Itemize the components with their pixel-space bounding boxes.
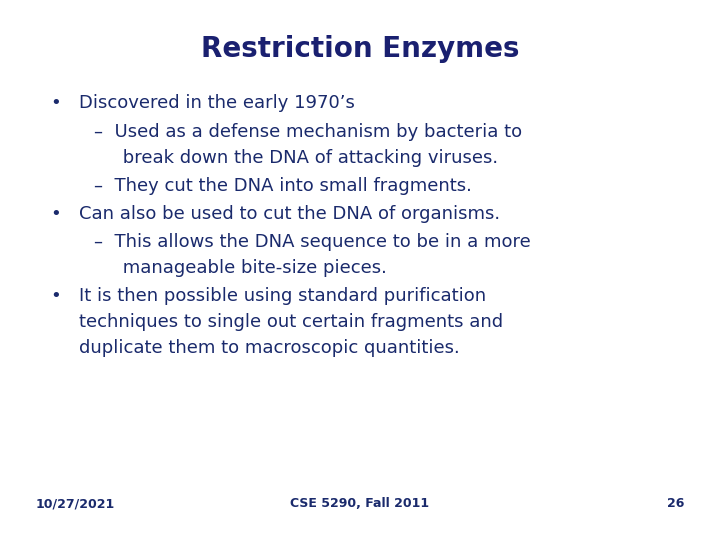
Text: 10/27/2021: 10/27/2021 <box>36 497 115 510</box>
Text: CSE 5290, Fall 2011: CSE 5290, Fall 2011 <box>290 497 430 510</box>
Text: –  This allows the DNA sequence to be in a more: – This allows the DNA sequence to be in … <box>94 233 531 251</box>
Text: •: • <box>50 287 61 305</box>
Text: manageable bite-size pieces.: manageable bite-size pieces. <box>94 259 387 276</box>
Text: Can also be used to cut the DNA of organisms.: Can also be used to cut the DNA of organ… <box>79 205 500 222</box>
Text: •: • <box>50 94 61 112</box>
Text: Restriction Enzymes: Restriction Enzymes <box>201 35 519 63</box>
Text: –  They cut the DNA into small fragments.: – They cut the DNA into small fragments. <box>94 177 472 194</box>
Text: •: • <box>50 205 61 222</box>
Text: 26: 26 <box>667 497 684 510</box>
Text: techniques to single out certain fragments and: techniques to single out certain fragmen… <box>79 313 503 330</box>
Text: –  Used as a defense mechanism by bacteria to: – Used as a defense mechanism by bacteri… <box>94 123 522 140</box>
Text: Discovered in the early 1970’s: Discovered in the early 1970’s <box>79 94 355 112</box>
Text: It is then possible using standard purification: It is then possible using standard purif… <box>79 287 486 305</box>
Text: break down the DNA of attacking viruses.: break down the DNA of attacking viruses. <box>94 148 498 166</box>
Text: duplicate them to macroscopic quantities.: duplicate them to macroscopic quantities… <box>79 339 460 356</box>
